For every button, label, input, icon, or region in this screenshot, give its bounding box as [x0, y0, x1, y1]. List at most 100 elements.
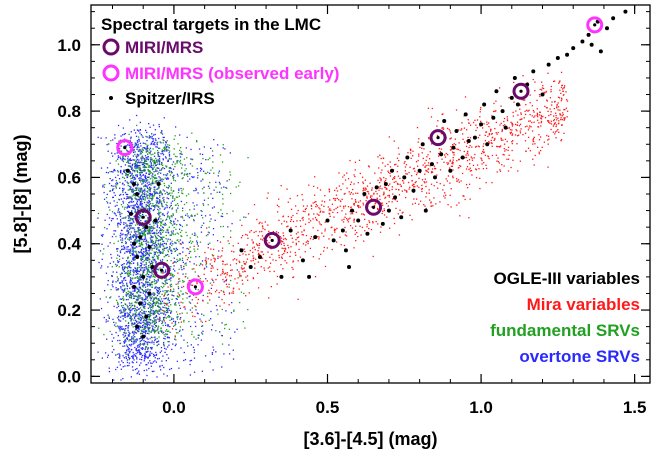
cloud-point: [121, 237, 123, 239]
cloud-point: [241, 265, 243, 267]
cloud-point: [235, 263, 238, 265]
cloud-point: [146, 279, 148, 281]
cloud-point: [135, 340, 137, 342]
cloud-point: [160, 201, 162, 204]
cloud-point: [119, 156, 121, 158]
cloud-point: [141, 332, 143, 335]
cloud-point: [134, 224, 137, 226]
cloud-point: [129, 266, 131, 269]
cloud-point: [221, 215, 224, 218]
cloud-point: [267, 251, 269, 253]
cloud-point: [500, 122, 502, 124]
cloud-point: [146, 145, 148, 147]
cloud-point: [150, 193, 152, 196]
cloud-point: [136, 296, 139, 298]
cloud-point: [141, 213, 144, 216]
cloud-point: [159, 239, 162, 241]
cloud-point: [139, 198, 141, 200]
cloud-point: [252, 251, 254, 253]
cloud-point: [557, 129, 559, 131]
cloud-point: [161, 178, 163, 180]
cloud-point: [171, 224, 174, 226]
cloud-point: [286, 221, 288, 223]
cloud-point: [133, 255, 136, 257]
cloud-point: [132, 247, 134, 249]
cloud-point: [193, 263, 195, 265]
cloud-point: [133, 129, 135, 131]
cloud-point: [145, 289, 147, 291]
cloud-point: [166, 354, 168, 356]
cloud-point: [179, 239, 182, 241]
cloud-point: [160, 224, 162, 226]
cloud-point: [167, 215, 169, 217]
cloud-point: [119, 282, 121, 284]
cloud-point: [203, 314, 205, 317]
cloud-point: [141, 155, 143, 157]
cloud-point: [497, 157, 499, 159]
cloud-point: [154, 242, 156, 245]
cloud-point: [159, 191, 162, 193]
cloud-point: [128, 313, 131, 316]
cloud-point: [538, 114, 541, 116]
cloud-point: [133, 316, 136, 318]
cloud-point: [114, 213, 116, 215]
cloud-point: [206, 227, 208, 229]
cloud-point: [108, 217, 111, 219]
cloud-point: [150, 299, 152, 301]
cloud-point: [146, 291, 148, 294]
cloud-point: [218, 296, 220, 298]
cloud-point: [369, 182, 371, 184]
cloud-point: [174, 218, 177, 220]
cloud-point: [151, 182, 153, 184]
cloud-point: [165, 157, 167, 159]
cloud-point: [166, 197, 168, 199]
cloud-point: [159, 177, 161, 179]
cloud-point: [174, 126, 177, 128]
cloud-point: [145, 229, 147, 231]
cloud-point: [157, 318, 159, 320]
cloud-point: [289, 220, 292, 223]
cloud-point: [142, 254, 144, 256]
cloud-point: [418, 153, 420, 155]
cloud-point: [128, 274, 130, 276]
cloud-point: [123, 221, 125, 224]
cloud-point: [178, 189, 180, 192]
cloud-point: [456, 160, 458, 162]
cloud-point: [512, 115, 515, 117]
cloud-point: [122, 291, 125, 293]
cloud-point: [316, 213, 318, 215]
cloud-point: [121, 217, 123, 219]
cloud-point: [259, 221, 261, 224]
cloud-point: [555, 114, 557, 117]
cloud-point: [173, 199, 176, 202]
cloud-point: [116, 301, 119, 304]
cloud-point: [112, 261, 115, 263]
cloud-point: [173, 288, 175, 290]
cloud-point: [139, 169, 141, 172]
cloud-point: [444, 156, 447, 158]
cloud-point: [441, 127, 443, 129]
cloud-point: [174, 165, 176, 168]
cloud-point: [149, 360, 151, 362]
cloud-point: [190, 215, 192, 217]
cloud-point: [163, 167, 166, 170]
cloud-point: [154, 189, 156, 191]
cloud-point: [335, 187, 338, 189]
cloud-point: [169, 331, 171, 334]
cloud-point: [350, 206, 352, 208]
cloud-point: [207, 292, 209, 294]
cloud-point: [449, 159, 451, 162]
cloud-point: [173, 248, 176, 250]
cloud-point: [294, 205, 297, 207]
cloud-point: [179, 159, 182, 162]
cloud-point: [151, 230, 154, 232]
cloud-point: [137, 231, 139, 233]
cloud-point: [117, 163, 120, 165]
cloud-point: [177, 287, 180, 290]
cloud-point: [118, 356, 120, 359]
cloud-point: [125, 242, 127, 244]
cloud-point: [151, 281, 154, 283]
cloud-point: [546, 134, 548, 137]
cloud-point: [211, 207, 214, 209]
cloud-point: [119, 158, 122, 160]
